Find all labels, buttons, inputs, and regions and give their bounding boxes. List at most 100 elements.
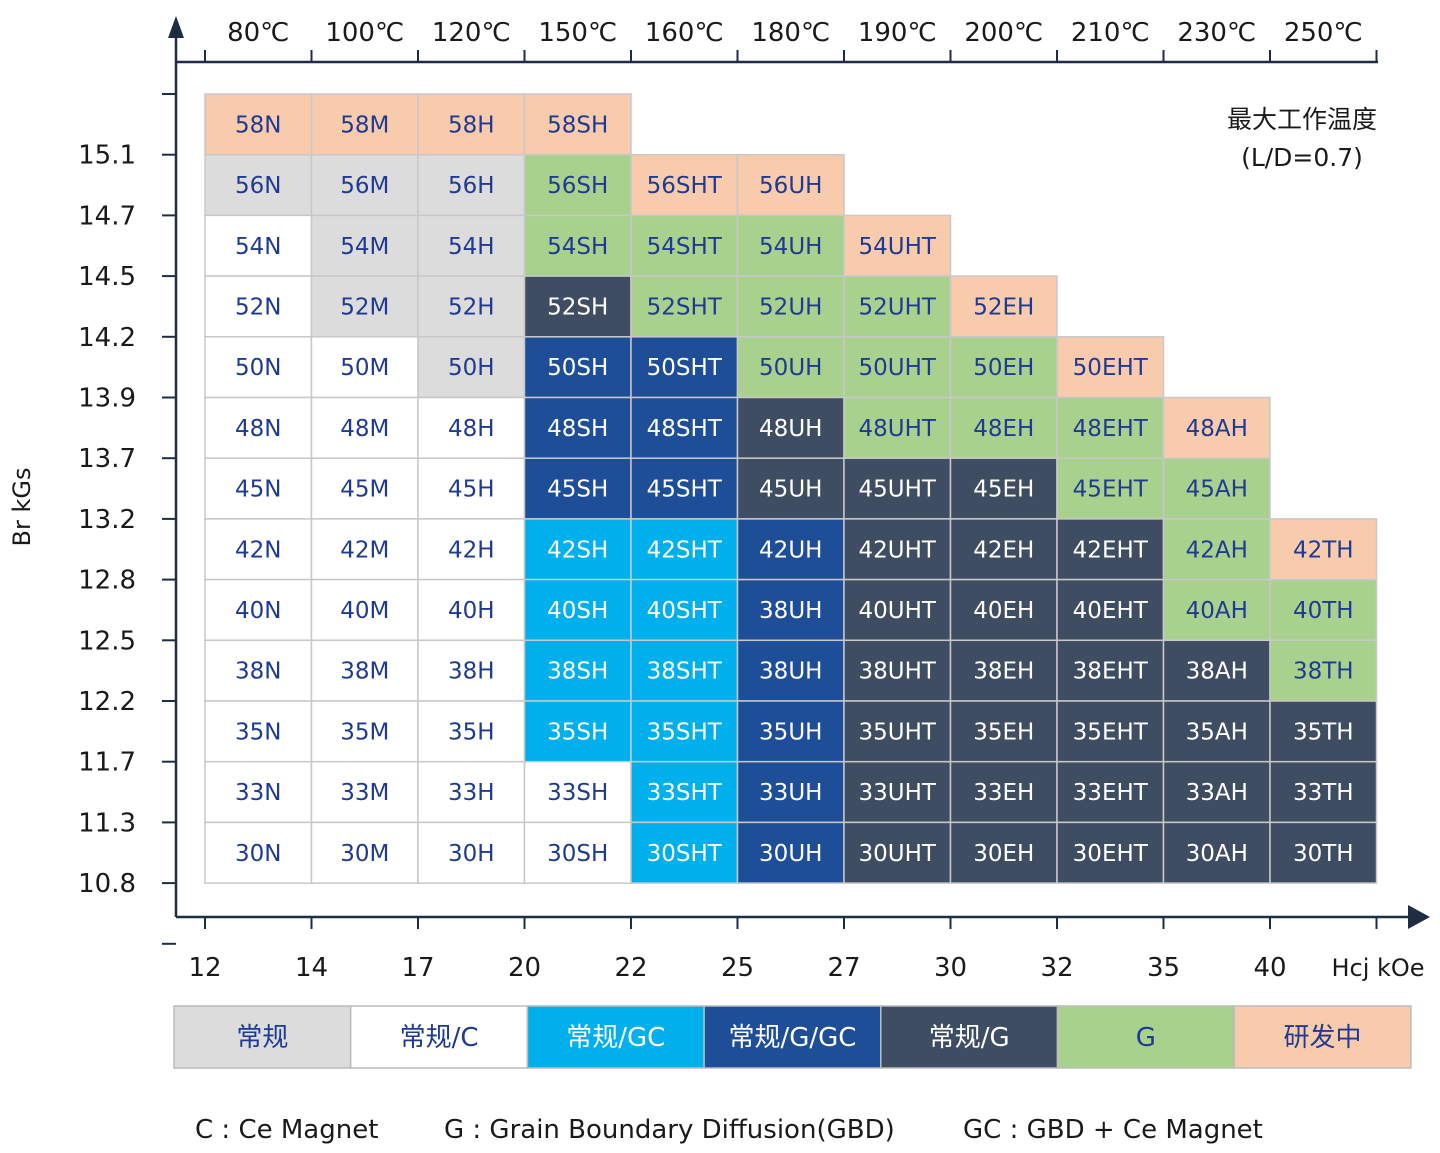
grade-cell: 35SHT xyxy=(630,700,739,763)
grade-cell: 40SH xyxy=(523,578,632,642)
grade-cell-bg xyxy=(630,457,739,520)
x-tick-label: 25 xyxy=(721,953,754,983)
grade-cell: 42M xyxy=(310,518,419,581)
grade-label: 45EHT xyxy=(1073,477,1149,503)
grade-cell-bg xyxy=(310,93,419,156)
grade-label: 38AH xyxy=(1186,659,1248,685)
grade-cell: 38UH xyxy=(736,639,845,702)
y-tick-label: 13.7 xyxy=(78,444,136,474)
temperature-label: 190℃ xyxy=(858,18,937,48)
grade-label: 30EHT xyxy=(1073,841,1149,867)
grade-cell-bg xyxy=(204,639,313,702)
grade-cell: 50SHT xyxy=(630,336,739,399)
grade-cell: 48EHT xyxy=(1056,396,1165,459)
grade-cell-bg xyxy=(204,578,313,642)
temperature-label: 160℃ xyxy=(645,18,724,48)
grade-label: 30UHT xyxy=(859,841,937,867)
grade-cell: 58M xyxy=(310,93,419,156)
grade-cell-bg xyxy=(630,639,739,702)
grade-label: 45EH xyxy=(973,477,1034,503)
grade-label: 50UHT xyxy=(859,355,937,381)
grade-label: 45UH xyxy=(759,477,822,503)
grade-cell: 45SH xyxy=(523,457,632,520)
grade-cell: 33AH xyxy=(1162,760,1271,824)
grade-cell: 56M xyxy=(310,153,419,217)
grade-cell: 30N xyxy=(204,821,313,884)
grade-cell: 48UHT xyxy=(843,396,952,459)
grade-cell: 30M xyxy=(310,821,419,884)
grade-cell-bg xyxy=(1056,396,1165,459)
grade-cell: 30EH xyxy=(949,821,1058,884)
grade-label: 54H xyxy=(448,234,495,260)
grade-cell: 56SHT xyxy=(630,153,739,217)
grade-cell-bg xyxy=(417,336,526,399)
grade-cell: 50UH xyxy=(736,336,845,399)
x-tick-label: 14 xyxy=(295,953,328,983)
grade-cell: 35EH xyxy=(949,700,1058,763)
grade-cell: 42UHT xyxy=(843,518,952,581)
grade-cell: 35UH xyxy=(736,700,845,763)
temperature-label: 210℃ xyxy=(1071,18,1150,48)
grade-cell: 35EHT xyxy=(1056,700,1165,763)
grade-label: 56SH xyxy=(547,173,608,199)
y-axis-label: Br kGs xyxy=(8,468,36,547)
legend-item: 常规/GC xyxy=(526,1005,705,1069)
grade-cell: 58N xyxy=(204,93,313,156)
grade-cell: 35M xyxy=(310,700,419,763)
temperature-label: 80℃ xyxy=(227,18,289,48)
grade-cell: 48EH xyxy=(949,396,1058,459)
grade-cell-bg xyxy=(1162,457,1271,520)
grade-cell-bg xyxy=(523,760,632,824)
grade-cell: 45AH xyxy=(1162,457,1271,520)
grade-cell: 54H xyxy=(417,214,526,277)
legend-swatch xyxy=(1056,1005,1235,1069)
grade-cell: 33SHT xyxy=(630,760,739,824)
grade-cell-bg xyxy=(843,518,952,581)
grade-cell: 40SHT xyxy=(630,578,739,642)
grade-cell: 30SH xyxy=(523,821,632,884)
grade-label: 33EH xyxy=(973,780,1034,806)
grade-cell: 42UH xyxy=(736,518,845,581)
grade-label: 35SHT xyxy=(647,719,723,745)
grade-cell-bg xyxy=(310,396,419,459)
grade-label: 35UH xyxy=(759,719,822,745)
tick-labels: 12 14 17 20 22 25 27 30 32 35 40 80℃ 100℃ 120℃ 150℃ 160… xyxy=(78,18,1363,983)
grade-cell: 50M xyxy=(310,336,419,399)
grade-label: 40AH xyxy=(1186,598,1248,624)
x-tick-label: 35 xyxy=(1147,953,1180,983)
grade-cell-bg xyxy=(1056,639,1165,702)
grade-label: 30EH xyxy=(973,841,1034,867)
y-tick-label: 15.1 xyxy=(78,141,136,171)
grade-cell: 48SHT xyxy=(630,396,739,459)
grade-label: 42SH xyxy=(547,537,608,563)
grade-cell-bg xyxy=(630,578,739,642)
grade-label: 38N xyxy=(235,659,281,685)
grade-cell: 38H xyxy=(417,639,526,702)
grade-cell: 35N xyxy=(204,700,313,763)
grade-cell-bg xyxy=(843,214,952,277)
grade-cell: 52M xyxy=(310,275,419,338)
grade-cell-bg xyxy=(736,336,845,399)
legend-swatch xyxy=(703,1005,882,1069)
grade-cell: 40AH xyxy=(1162,578,1271,642)
grade-cell: 30AH xyxy=(1162,821,1271,884)
grade-label: 35AH xyxy=(1186,719,1248,745)
grade-cell: 42H xyxy=(417,518,526,581)
grade-cell: 33UH xyxy=(736,760,845,824)
legend-label: 常规/GC xyxy=(566,1023,665,1053)
grade-label: 40N xyxy=(235,598,281,624)
grade-cell: 40EH xyxy=(949,578,1058,642)
grade-cell-bg xyxy=(1162,700,1271,763)
grade-label: 45SH xyxy=(547,477,608,503)
grade-cell: 45SHT xyxy=(630,457,739,520)
grade-cell: 38SHT xyxy=(630,639,739,702)
grade-cell-bg xyxy=(1056,457,1165,520)
grade-cell-bg xyxy=(1056,578,1165,642)
grade-label: 35TH xyxy=(1293,719,1354,745)
x-tick-label: 27 xyxy=(827,953,860,983)
grade-cell-bg xyxy=(736,214,845,277)
grade-cell: 42EH xyxy=(949,518,1058,581)
grade-label: 54UHT xyxy=(859,234,937,260)
grade-cell-bg xyxy=(523,214,632,277)
legend: 常规 常规/C 常规/GC 常规/G/GC 常规/G G 研发中 xyxy=(173,1005,1412,1069)
